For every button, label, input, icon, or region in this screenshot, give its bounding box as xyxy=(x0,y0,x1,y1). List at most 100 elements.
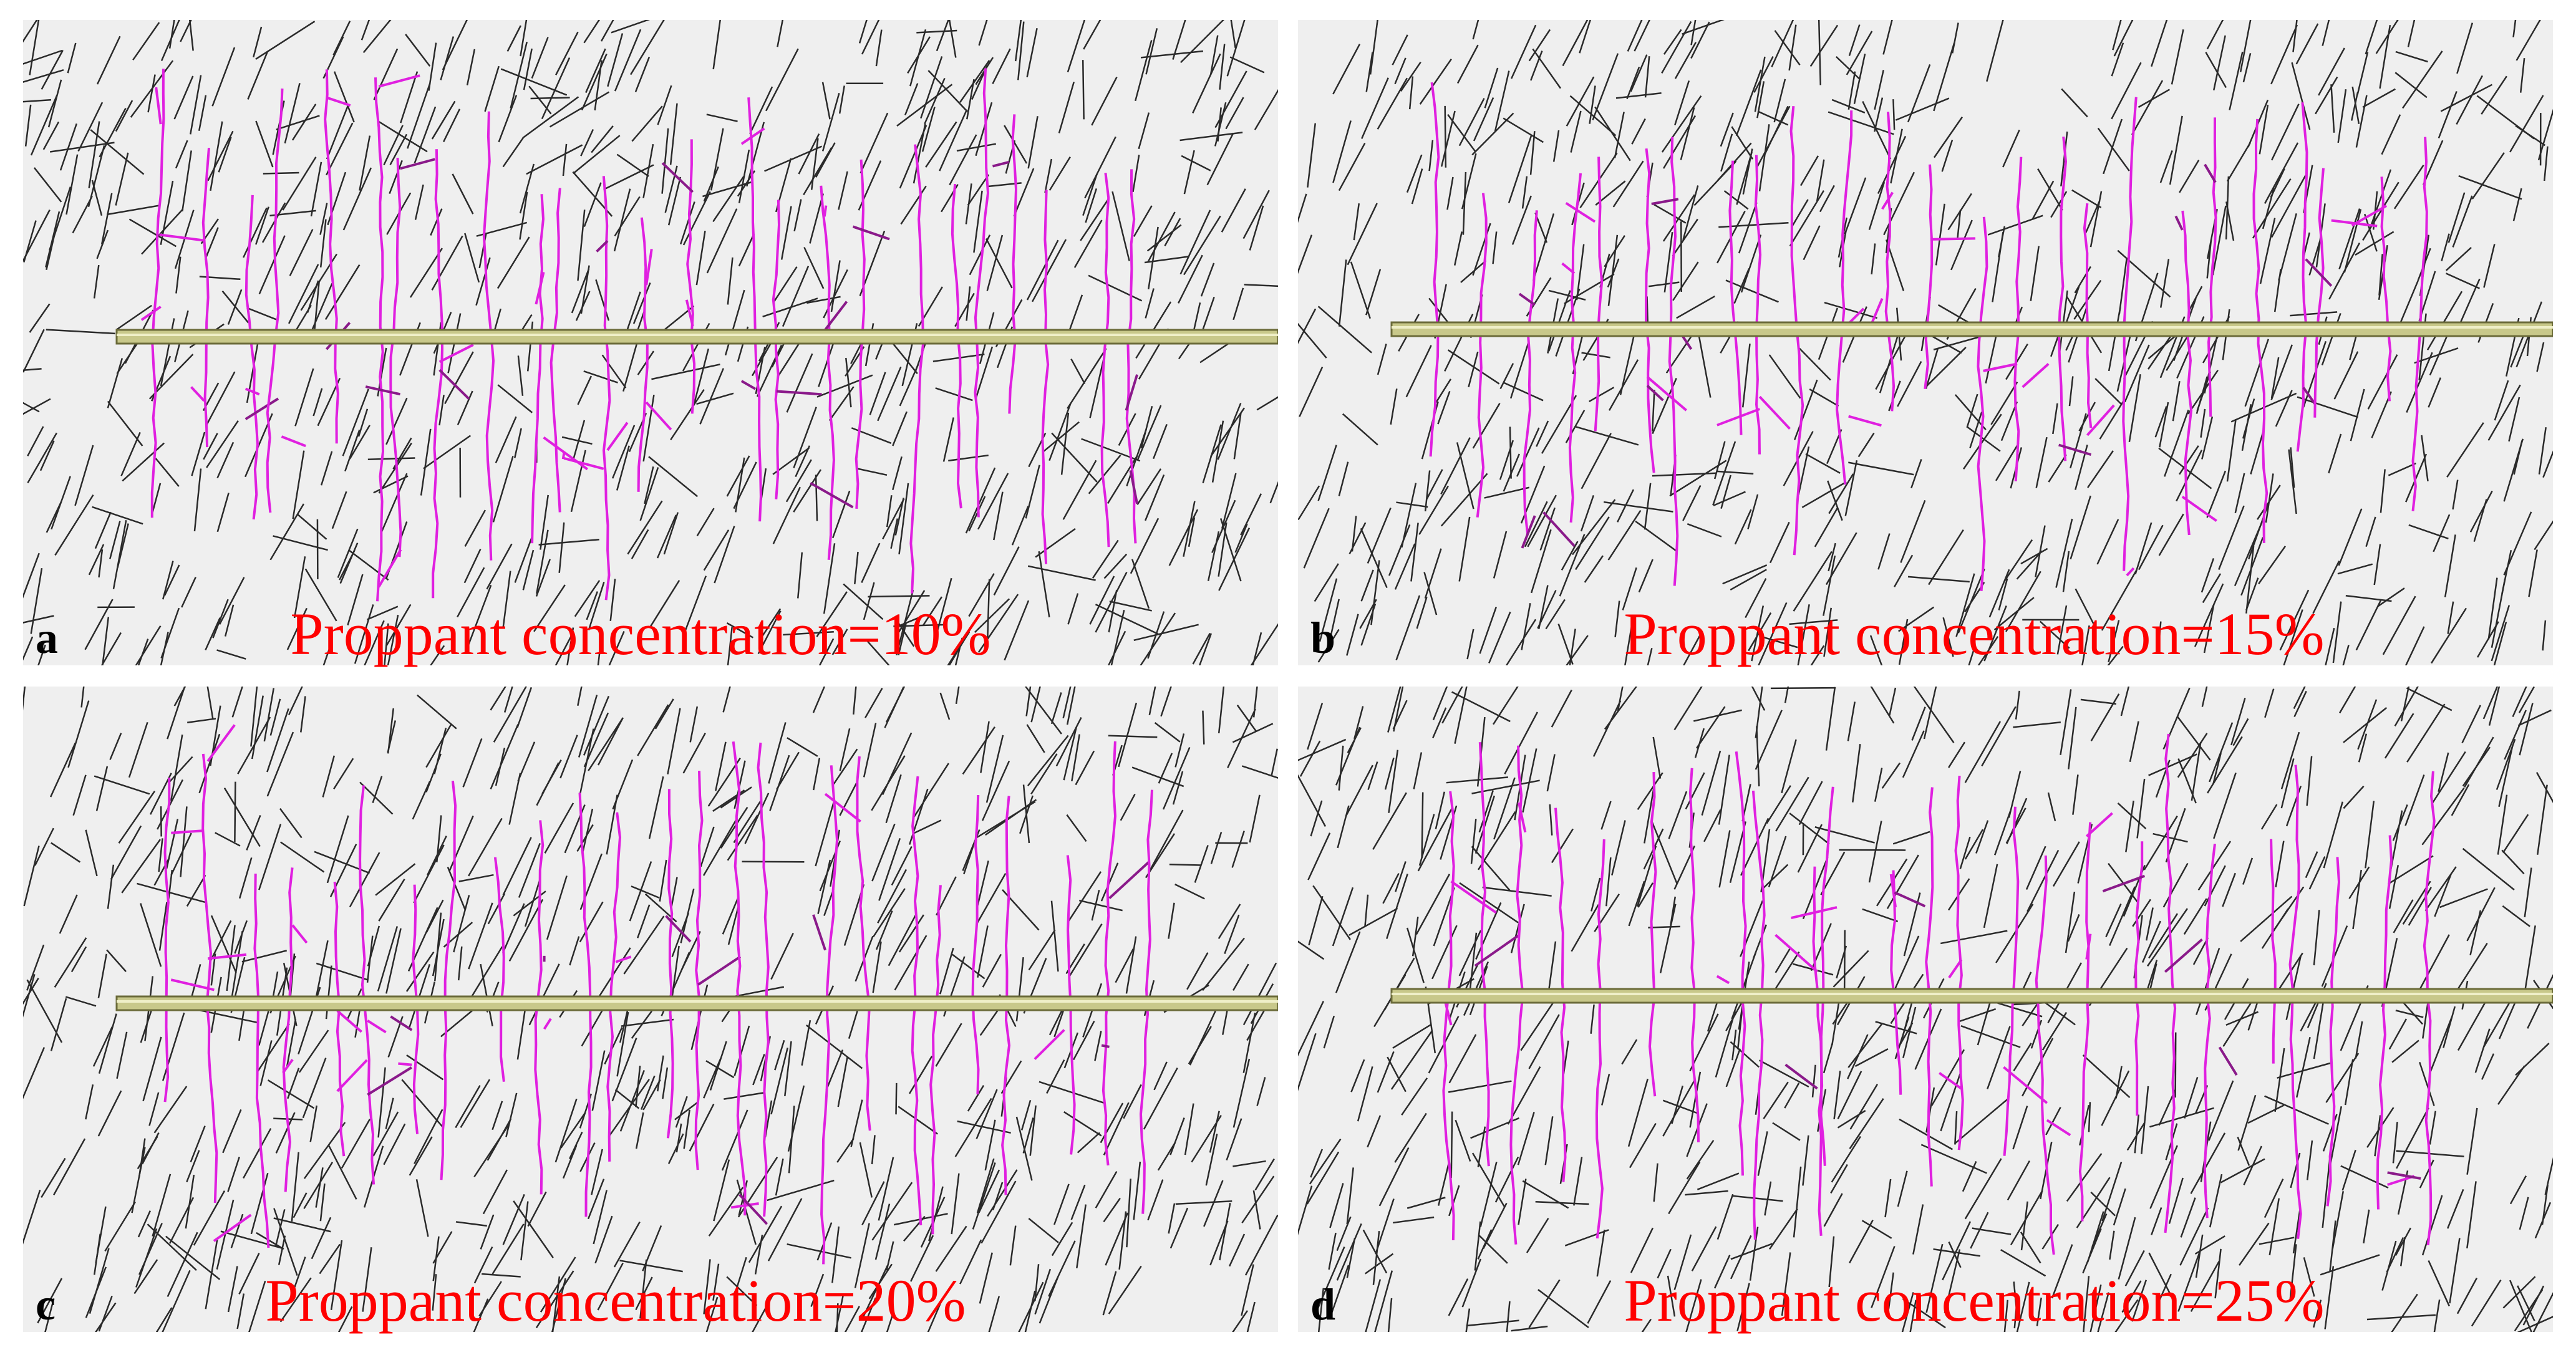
natural-fracture xyxy=(1607,234,1619,306)
fracture-branch xyxy=(1108,861,1150,900)
natural-fracture xyxy=(1751,605,1765,662)
natural-fracture xyxy=(1298,940,1325,960)
natural-fracture xyxy=(1025,687,1032,716)
natural-fracture xyxy=(2003,539,2033,582)
natural-fracture xyxy=(425,724,452,768)
hydraulic-fracture xyxy=(1977,216,1988,591)
natural-fracture xyxy=(836,1303,839,1332)
natural-fracture xyxy=(2237,1094,2257,1151)
natural-fracture xyxy=(1803,225,1821,261)
natural-fracture xyxy=(2400,687,2410,721)
natural-fracture xyxy=(1309,1138,1342,1185)
natural-fracture xyxy=(1192,53,1221,113)
natural-fracture xyxy=(1448,1185,1460,1217)
natural-fracture xyxy=(23,368,42,371)
natural-fracture xyxy=(116,304,152,330)
natural-fracture xyxy=(309,282,333,334)
fracture-branch xyxy=(543,436,588,471)
natural-fracture xyxy=(649,580,680,628)
natural-fracture xyxy=(220,1230,283,1250)
natural-fracture xyxy=(2421,788,2465,846)
natural-fracture xyxy=(838,85,845,114)
hydraulic-fracture xyxy=(1478,742,1490,1167)
fracture-branch xyxy=(645,401,672,431)
natural-fracture xyxy=(1920,1144,1987,1174)
natural-fracture xyxy=(863,723,877,778)
natural-fracture xyxy=(1536,420,1549,447)
natural-fracture xyxy=(619,1069,645,1132)
natural-fracture xyxy=(639,467,659,521)
fracture-branch xyxy=(2174,215,2184,231)
natural-fracture xyxy=(2538,427,2547,475)
natural-fracture xyxy=(1661,21,1692,74)
natural-fracture xyxy=(1584,555,1604,583)
fracture-branch xyxy=(776,390,822,396)
natural-fracture xyxy=(349,425,370,460)
natural-fracture xyxy=(667,176,682,226)
natural-fracture xyxy=(1256,396,1278,411)
natural-fracture xyxy=(2374,1115,2381,1157)
hydraulic-fracture xyxy=(359,785,375,1185)
natural-fracture xyxy=(1957,210,1962,239)
natural-fracture xyxy=(2441,233,2450,262)
natural-fracture xyxy=(1718,830,1731,888)
wellbore xyxy=(1390,988,2553,1004)
natural-fracture xyxy=(978,1169,1000,1213)
natural-fracture xyxy=(1332,44,1361,95)
natural-fracture xyxy=(2394,1227,2412,1256)
natural-fracture xyxy=(263,688,275,742)
natural-fracture xyxy=(1662,1079,1696,1137)
natural-fracture xyxy=(1479,607,1497,654)
natural-fracture xyxy=(2109,1230,2115,1260)
natural-fracture xyxy=(362,1247,372,1312)
natural-fracture xyxy=(705,1060,735,1079)
natural-fracture xyxy=(2242,857,2254,885)
natural-fracture xyxy=(1689,1071,1702,1128)
natural-fracture xyxy=(981,760,1010,821)
natural-fracture xyxy=(1011,506,1029,546)
natural-fracture xyxy=(1108,590,1118,633)
natural-fracture xyxy=(583,370,618,383)
fracture-branch xyxy=(1474,934,1520,967)
natural-fracture xyxy=(689,1103,715,1152)
natural-fracture xyxy=(493,687,527,743)
natural-fracture xyxy=(1995,904,2034,963)
natural-fracture xyxy=(2115,1066,2123,1099)
natural-fracture xyxy=(278,1235,286,1265)
panel-caption: Proppant concentration=15% xyxy=(1624,600,2324,667)
natural-fracture xyxy=(726,622,754,639)
natural-fracture xyxy=(434,912,442,981)
natural-fracture xyxy=(1435,791,1446,829)
natural-fracture xyxy=(89,1248,110,1314)
hydraulic-fracture xyxy=(2013,157,2023,481)
natural-fracture xyxy=(1832,1000,1850,1025)
natural-fracture xyxy=(1774,30,1801,65)
natural-fracture xyxy=(1731,1195,1783,1202)
natural-fracture xyxy=(591,125,614,153)
natural-fracture xyxy=(1766,785,1791,824)
natural-fracture xyxy=(2271,104,2300,161)
natural-fracture xyxy=(2090,1191,2116,1217)
natural-fracture xyxy=(2109,886,2136,947)
natural-fracture xyxy=(1847,1034,1869,1079)
natural-fracture xyxy=(2197,841,2232,891)
natural-fracture xyxy=(2308,856,2326,890)
natural-fracture xyxy=(1070,1184,1086,1220)
natural-fracture xyxy=(2408,524,2449,539)
natural-fracture xyxy=(874,1203,891,1260)
natural-fracture xyxy=(1797,824,1823,873)
natural-fracture xyxy=(1533,213,1555,281)
hydraulic-fracture xyxy=(2203,843,2216,1218)
natural-fracture xyxy=(2191,742,2202,801)
natural-fracture xyxy=(1370,560,1380,625)
natural-fracture xyxy=(571,268,590,314)
natural-fracture xyxy=(1789,813,1830,845)
natural-fracture xyxy=(969,234,991,276)
natural-fracture xyxy=(95,1206,107,1263)
natural-fracture xyxy=(2542,620,2547,651)
natural-fracture xyxy=(1478,1234,1508,1264)
natural-fracture xyxy=(2264,1095,2329,1125)
natural-fracture xyxy=(2434,874,2452,917)
natural-fracture xyxy=(935,1023,962,1067)
natural-fracture xyxy=(2036,1297,2042,1326)
